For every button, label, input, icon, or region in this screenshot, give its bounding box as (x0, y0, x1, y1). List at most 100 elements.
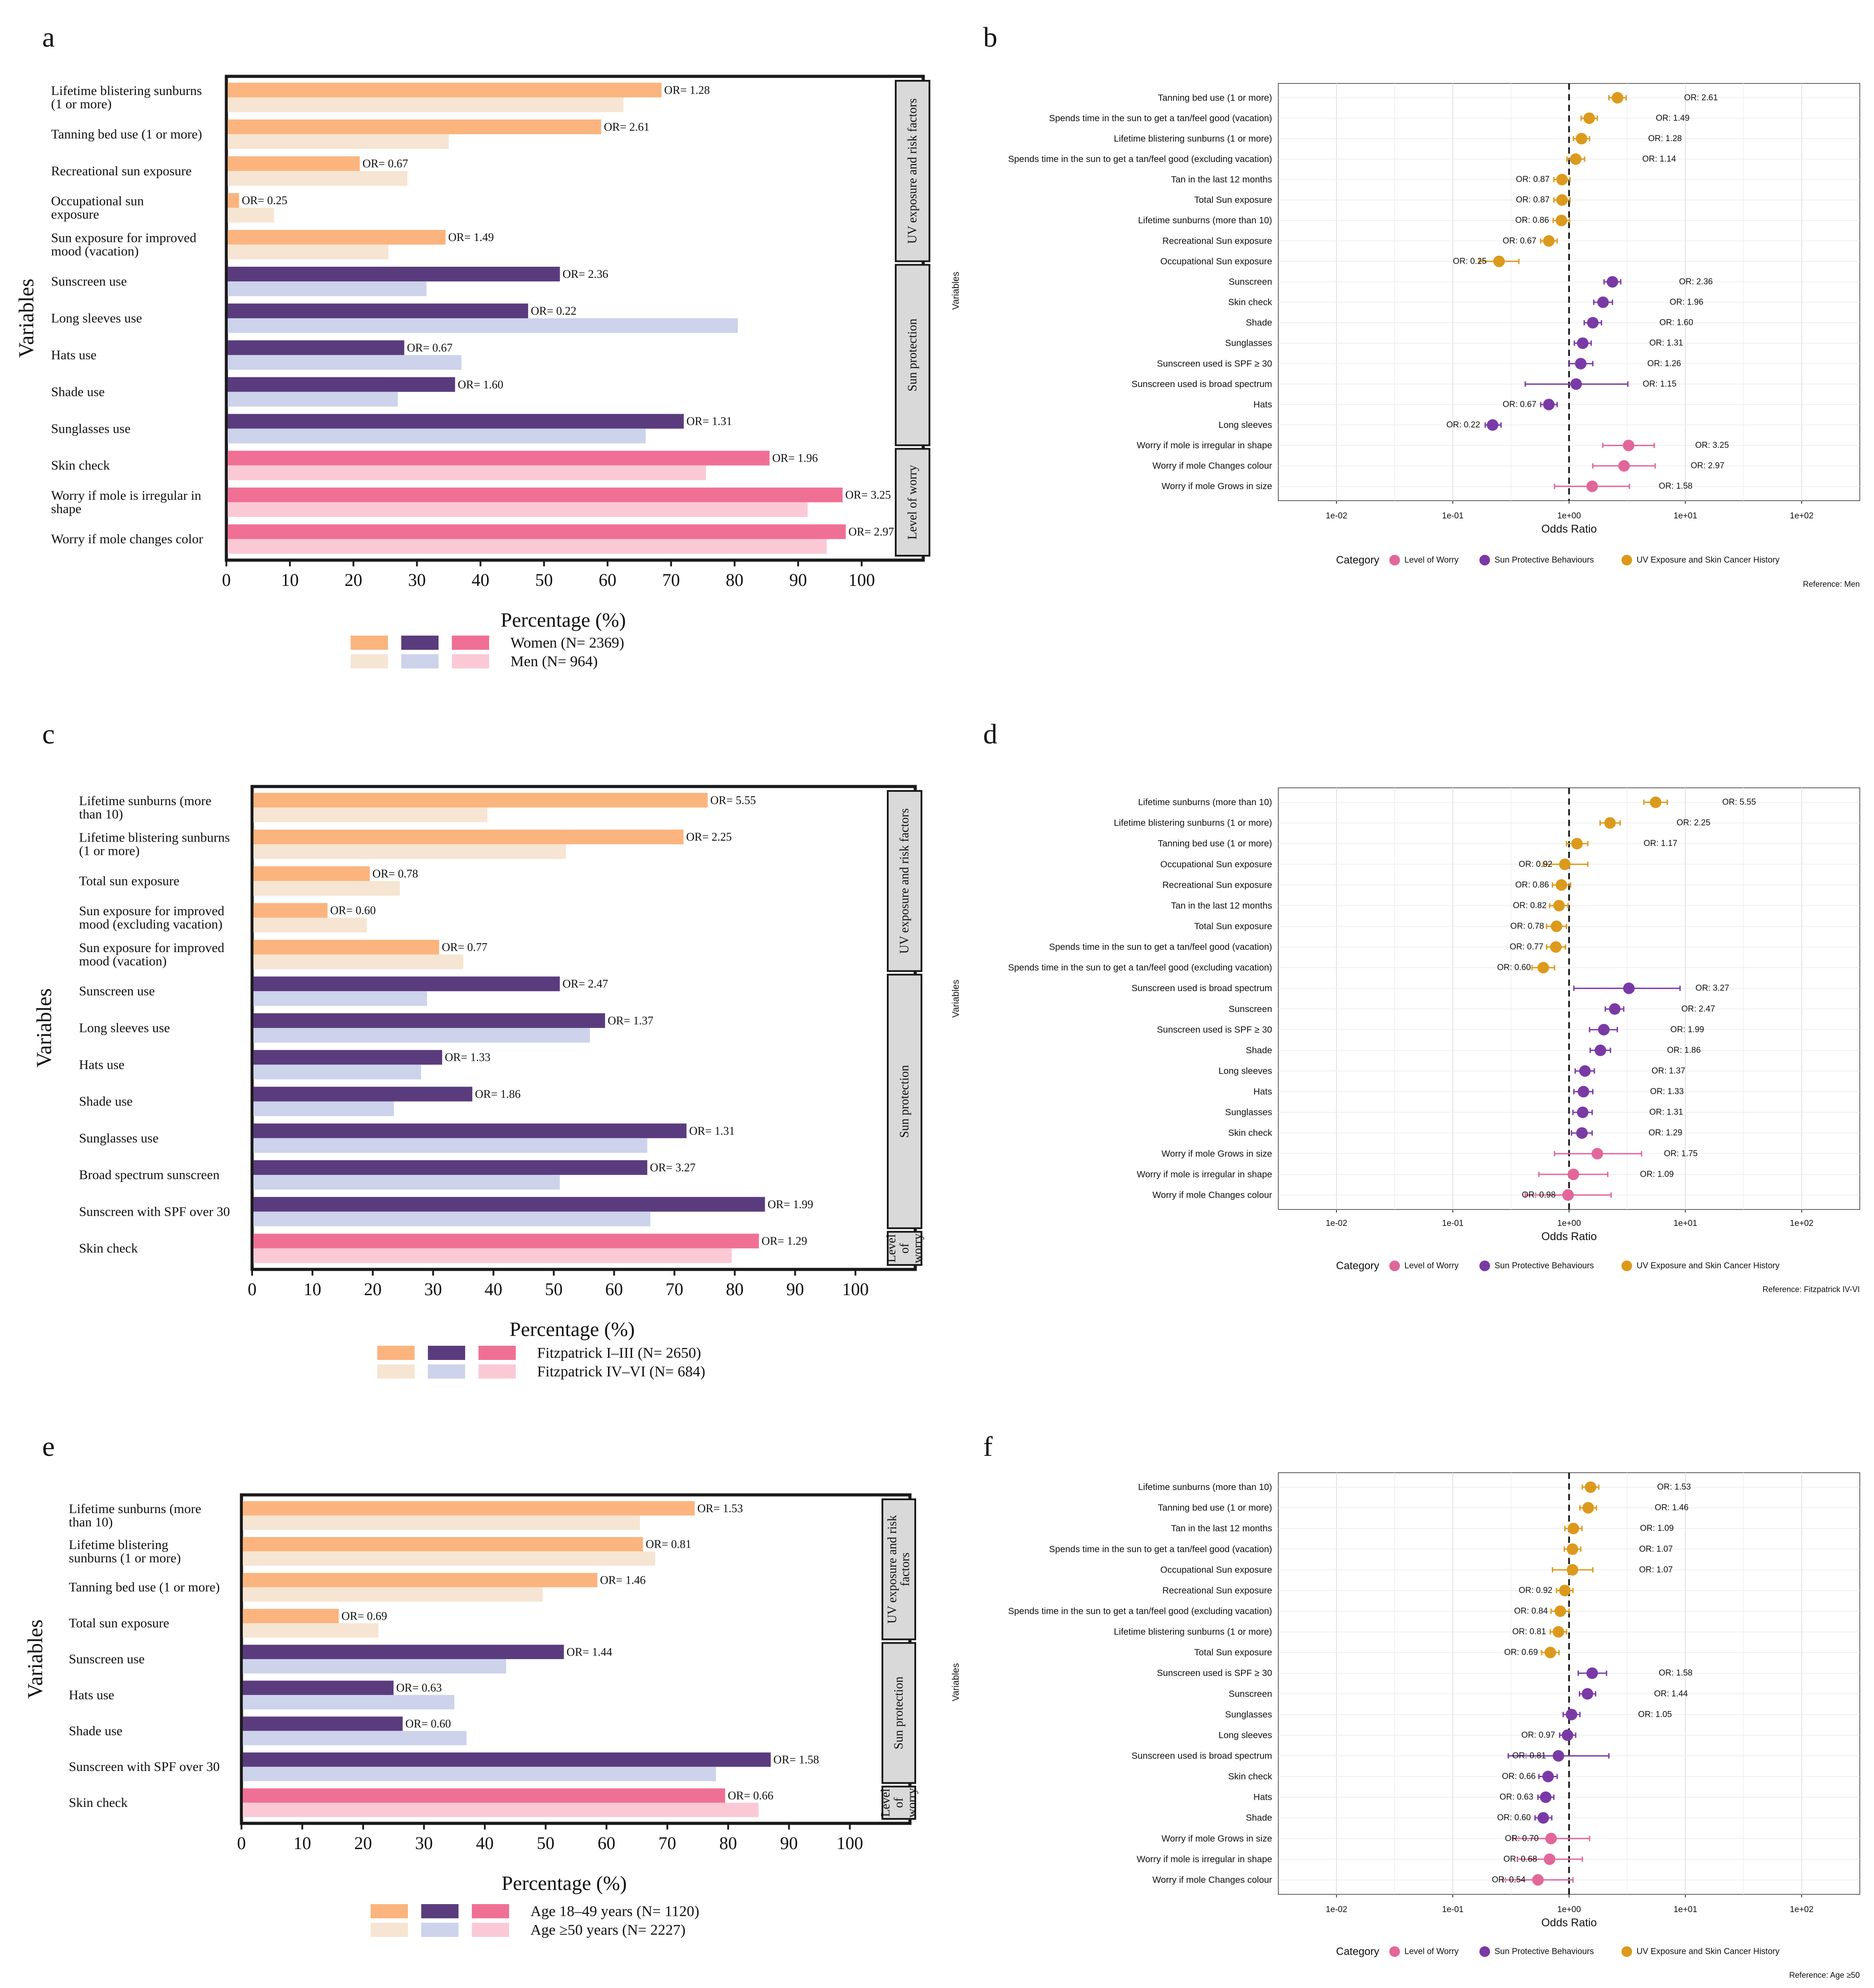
row-label: mood (vacation) (79, 954, 166, 968)
or-label: OR= 1.99 (767, 1198, 813, 1211)
bar-group2 (253, 844, 566, 859)
panel-f: f Lifetime sunburns (more than 10) OR: 1.5… (951, 1431, 1860, 1980)
or-label: OR= 0.69 (341, 1609, 387, 1622)
or-label: OR: 0.78 (1510, 922, 1544, 931)
bar-group2 (228, 134, 449, 149)
or-point (1556, 174, 1568, 186)
bar-group1 (253, 793, 708, 808)
or-point (1532, 1874, 1544, 1886)
x-tick-label: 30 (424, 1279, 442, 1299)
row-label: Sunglasses (1225, 1709, 1272, 1719)
bar-group1 (228, 303, 528, 318)
bar-group1 (228, 193, 239, 208)
row-label: exposure (51, 207, 99, 222)
row-label: Recreational Sun exposure (1162, 1585, 1272, 1596)
or-label: OR: 0.97 (1521, 1731, 1555, 1740)
x-tick-label: 80 (726, 1279, 743, 1299)
or-label: OR: 2.25 (1676, 818, 1710, 828)
legend-dot (1389, 555, 1400, 565)
x-tick-label: 50 (545, 1279, 563, 1299)
or-point (1556, 194, 1568, 206)
bar-group2 (253, 954, 463, 969)
row-label: Hats use (51, 348, 96, 362)
or-label: OR: 2.36 (1679, 277, 1713, 286)
legend-dot (1621, 555, 1632, 565)
or-point (1575, 358, 1587, 370)
or-point (1612, 92, 1624, 104)
or-point (1594, 1044, 1606, 1056)
group-label-text: worry (911, 1233, 925, 1263)
row-label: Sun exposure for improved (79, 904, 224, 918)
bar-group2 (228, 391, 398, 407)
or-point (1554, 1605, 1566, 1617)
or-label: OR: 0.63 (1499, 1793, 1533, 1802)
or-point (1550, 941, 1562, 953)
x-tick-label: 1e+02 (1790, 1219, 1813, 1228)
row-label: Total sun exposure (69, 1616, 169, 1631)
legend-swatch (377, 1346, 415, 1360)
or-label: OR: 1.09 (1640, 1170, 1674, 1179)
legend-label: Sun Protective Behaviours (1494, 556, 1594, 565)
row-label: Long sleeves use (51, 311, 142, 326)
x-tick-label: 70 (658, 1833, 676, 1853)
x-tick-label: 1e-01 (1442, 1219, 1464, 1228)
x-tick-label: 40 (485, 1279, 502, 1299)
bar-group1 (253, 976, 560, 992)
or-point (1555, 879, 1567, 891)
bar-group1 (253, 830, 684, 845)
row-label: Lifetime blistering sunburns (51, 83, 202, 98)
x-tick-label: 90 (780, 1833, 798, 1853)
or-label: OR= 0.81 (646, 1538, 692, 1551)
row-label: than 10) (69, 1515, 113, 1530)
group-strip-uv (887, 790, 922, 972)
or-point (1577, 337, 1589, 349)
or-label: OR= 1.28 (664, 83, 710, 96)
row-label: shape (51, 502, 81, 516)
reference-note: Reference: Age ≥50 (1789, 1971, 1860, 1980)
bar-group2 (228, 97, 624, 112)
or-point (1623, 439, 1635, 451)
or-point (1537, 962, 1549, 974)
legend-dot (1621, 1261, 1632, 1271)
x-axis-title: Odds Ratio (1541, 1917, 1597, 1929)
x-tick-label: 90 (789, 570, 807, 590)
legend-label: Level of Worry (1404, 1947, 1459, 1956)
or-label: OR= 1.33 (445, 1051, 490, 1064)
row-label: Sunscreen (1229, 1004, 1272, 1014)
row-label: Recreational Sun exposure (1162, 236, 1272, 246)
row-label: Long sleeves (1218, 420, 1272, 430)
or-point (1576, 133, 1588, 145)
or-point (1609, 1003, 1621, 1015)
or-label: OR= 2.61 (604, 120, 649, 133)
or-label: OR: 1.15 (1643, 379, 1676, 389)
bar-group2 (253, 807, 488, 822)
or-label: OR: 0.87 (1516, 175, 1550, 184)
or-label: OR: 1.31 (1649, 1108, 1683, 1117)
or-point (1587, 317, 1599, 329)
bar-group1 (253, 1233, 759, 1249)
or-point (1570, 153, 1581, 165)
or-label: OR= 0.25 (242, 194, 288, 207)
group-label-text: factors (898, 1553, 912, 1586)
or-label: OR: 3.27 (1696, 984, 1729, 993)
bar-group2 (253, 991, 427, 1006)
or-label: OR: 0.69 (1504, 1648, 1538, 1657)
or-label: OR: 0.22 (1447, 420, 1480, 430)
or-label: OR: 0.68 (1503, 1854, 1537, 1864)
row-label: Sunscreen use (79, 984, 155, 999)
x-tick-label: 40 (476, 1833, 494, 1853)
legend-swatch (478, 1346, 516, 1360)
bar-group2 (228, 355, 462, 370)
row-label: Sun exposure for improved (79, 941, 224, 955)
row-label: Hats (1253, 1087, 1272, 1097)
bar-group2 (228, 465, 706, 480)
row-label: (1 or more) (51, 97, 112, 111)
y-axis-title: Variables (15, 279, 38, 358)
or-label: OR: 1.44 (1654, 1689, 1688, 1699)
bar-group1 (243, 1680, 394, 1695)
row-label: Recreational Sun exposure (1162, 880, 1272, 890)
row-label: Skin check (69, 1795, 127, 1810)
bar-group1 (243, 1537, 643, 1552)
